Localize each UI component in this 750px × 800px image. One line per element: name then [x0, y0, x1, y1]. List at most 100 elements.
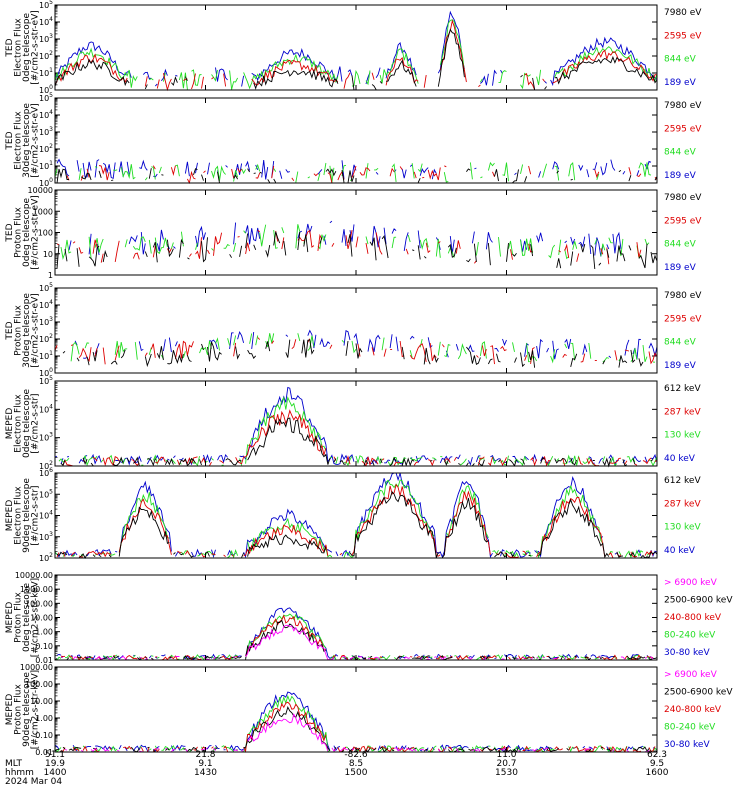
series-line-blue [54, 691, 658, 752]
panel-1-ylabel-line: [#/cm2-s-str-eV] [31, 10, 41, 85]
panel-8-ylabel-line: 90deg telescope [22, 672, 32, 747]
panel-2-ylabel-line: [#/cm2-s-str-eV] [31, 103, 41, 178]
series-line-blue [54, 386, 658, 466]
series-line-black [56, 491, 658, 559]
series-line-red [54, 19, 658, 92]
panel-5-ylabel-line: 0deg telescope [22, 389, 32, 459]
y-tick-label: 100 [39, 177, 53, 188]
x-tick-label: 9.5 [650, 759, 664, 769]
y-tick-label: 104 [39, 510, 53, 521]
panel-frame [54, 574, 658, 661]
panel-3-ylabel-line: 0deg telescope [22, 198, 32, 268]
y-tick-label: 104 [39, 16, 53, 27]
legend-entry: 287 keV [664, 499, 701, 509]
legend-entry: 844 eV [664, 240, 697, 250]
legend-entry: 240-800 keV [664, 705, 722, 715]
legend-entry: 130 keV [664, 523, 701, 533]
y-tick-label: 1000 [33, 207, 53, 216]
panel-1-ylabel-line: Electron Flux [14, 18, 24, 77]
series-line-red [57, 230, 655, 264]
legend-entry: > 6900 keV [664, 670, 718, 680]
legend-entry: 7980 eV [664, 8, 702, 18]
series-line-blue [54, 472, 658, 559]
series-line-black [56, 168, 658, 184]
x-tick-label: 21.8 [195, 750, 215, 760]
legend-entry: 2500-6900 keV [664, 687, 733, 697]
y-tick-label: 10000 [28, 186, 53, 195]
legend-entry: 844 eV [664, 55, 697, 65]
series-line-black [55, 707, 657, 752]
y-tick-label: 104 [39, 299, 53, 310]
y-tick-label: 103 [39, 432, 53, 443]
panel-frame [54, 4, 658, 91]
y-tick-label: 102 [39, 552, 53, 563]
series-line-magenta [65, 714, 657, 752]
y-tick-label: 102 [39, 460, 53, 471]
x-row-label: hhmm [5, 768, 34, 778]
legend-entry: 2595 eV [664, 31, 702, 41]
y-tick-label: 1000.00 [20, 585, 53, 594]
y-tick-label: 10000.00 [15, 571, 53, 580]
panel-5-ylabel-line: MEPED [5, 408, 15, 440]
x-row-label: MLT [5, 759, 23, 769]
y-tick-label: 105 [39, 0, 53, 10]
y-tick-label: 100 [38, 229, 53, 238]
y-tick-label: 103 [39, 126, 53, 137]
y-tick-label: 101 [39, 350, 53, 361]
y-tick-label: 105 [39, 282, 53, 293]
y-tick-label: 1 [48, 271, 53, 280]
y-tick-label: 100 [39, 84, 53, 95]
legend-entry: 7980 eV [664, 193, 702, 203]
legend-entry: 2595 eV [664, 216, 702, 226]
y-tick-label: 105 [39, 488, 53, 499]
legend-entry: 7980 eV [664, 101, 702, 111]
panel-1-ylabel-line: TED [5, 38, 15, 57]
x-tick-label: 51.1 [45, 750, 65, 760]
y-tick-label: 101 [39, 160, 53, 171]
legend-entry: 7980 eV [664, 291, 702, 301]
legend-entry: 2595 eV [664, 314, 702, 324]
x-tick-label: 8.5 [349, 759, 363, 769]
panel-8-ylabel-line: [#/cm2-s-str-keV] [31, 670, 41, 749]
panel-2-ylabel-line: TED [5, 131, 15, 150]
series-line-blue [54, 10, 658, 87]
panel-3-ylabel-line: Proton Flux [14, 207, 24, 258]
y-tick-label: 101 [39, 67, 53, 78]
panel-7-ylabel-line: 0deg telescope [22, 583, 32, 653]
legend-entry: 844 eV [664, 148, 697, 158]
panel-6-ylabel-line: [#/cm2-s-str] [31, 485, 41, 545]
y-tick-label: 1.00 [35, 628, 53, 637]
panel-6-ylabel-line: 90deg telescope [22, 478, 32, 553]
x-tick-label: 9.1 [198, 759, 212, 769]
y-tick-label: 1000.00 [20, 663, 53, 672]
legend-entry: 80-240 keV [664, 630, 716, 640]
series-line-magenta [60, 624, 654, 661]
series-line-black [56, 231, 658, 270]
legend-entry: 287 keV [664, 407, 701, 417]
legend-entry: 189 eV [664, 263, 697, 273]
legend-entry: 40 keV [664, 546, 696, 556]
panel-frame [54, 472, 658, 559]
panel-frame [54, 666, 658, 753]
x-tick-label: 1430 [194, 768, 217, 778]
panel-7-ylabel-line: Proton Flux [14, 592, 24, 643]
series-line-green [60, 224, 650, 261]
x-row-label: 2024 Mar 04 [5, 777, 62, 787]
legend-entry: 80-240 keV [664, 722, 716, 732]
series-line-blue [57, 608, 657, 659]
panel-4-ylabel-line: Proton Flux [14, 305, 24, 356]
panel-6-ylabel-line: MEPED [5, 500, 15, 532]
panel-8-ylabel-line: MEPED [5, 694, 15, 726]
series-line-red [54, 337, 658, 365]
y-tick-label: 102 [39, 143, 53, 154]
series-line-green [58, 396, 658, 467]
panel-frame [54, 287, 658, 374]
legend-entry: 30-80 keV [664, 648, 710, 658]
legend-entry: 240-800 keV [664, 613, 722, 623]
